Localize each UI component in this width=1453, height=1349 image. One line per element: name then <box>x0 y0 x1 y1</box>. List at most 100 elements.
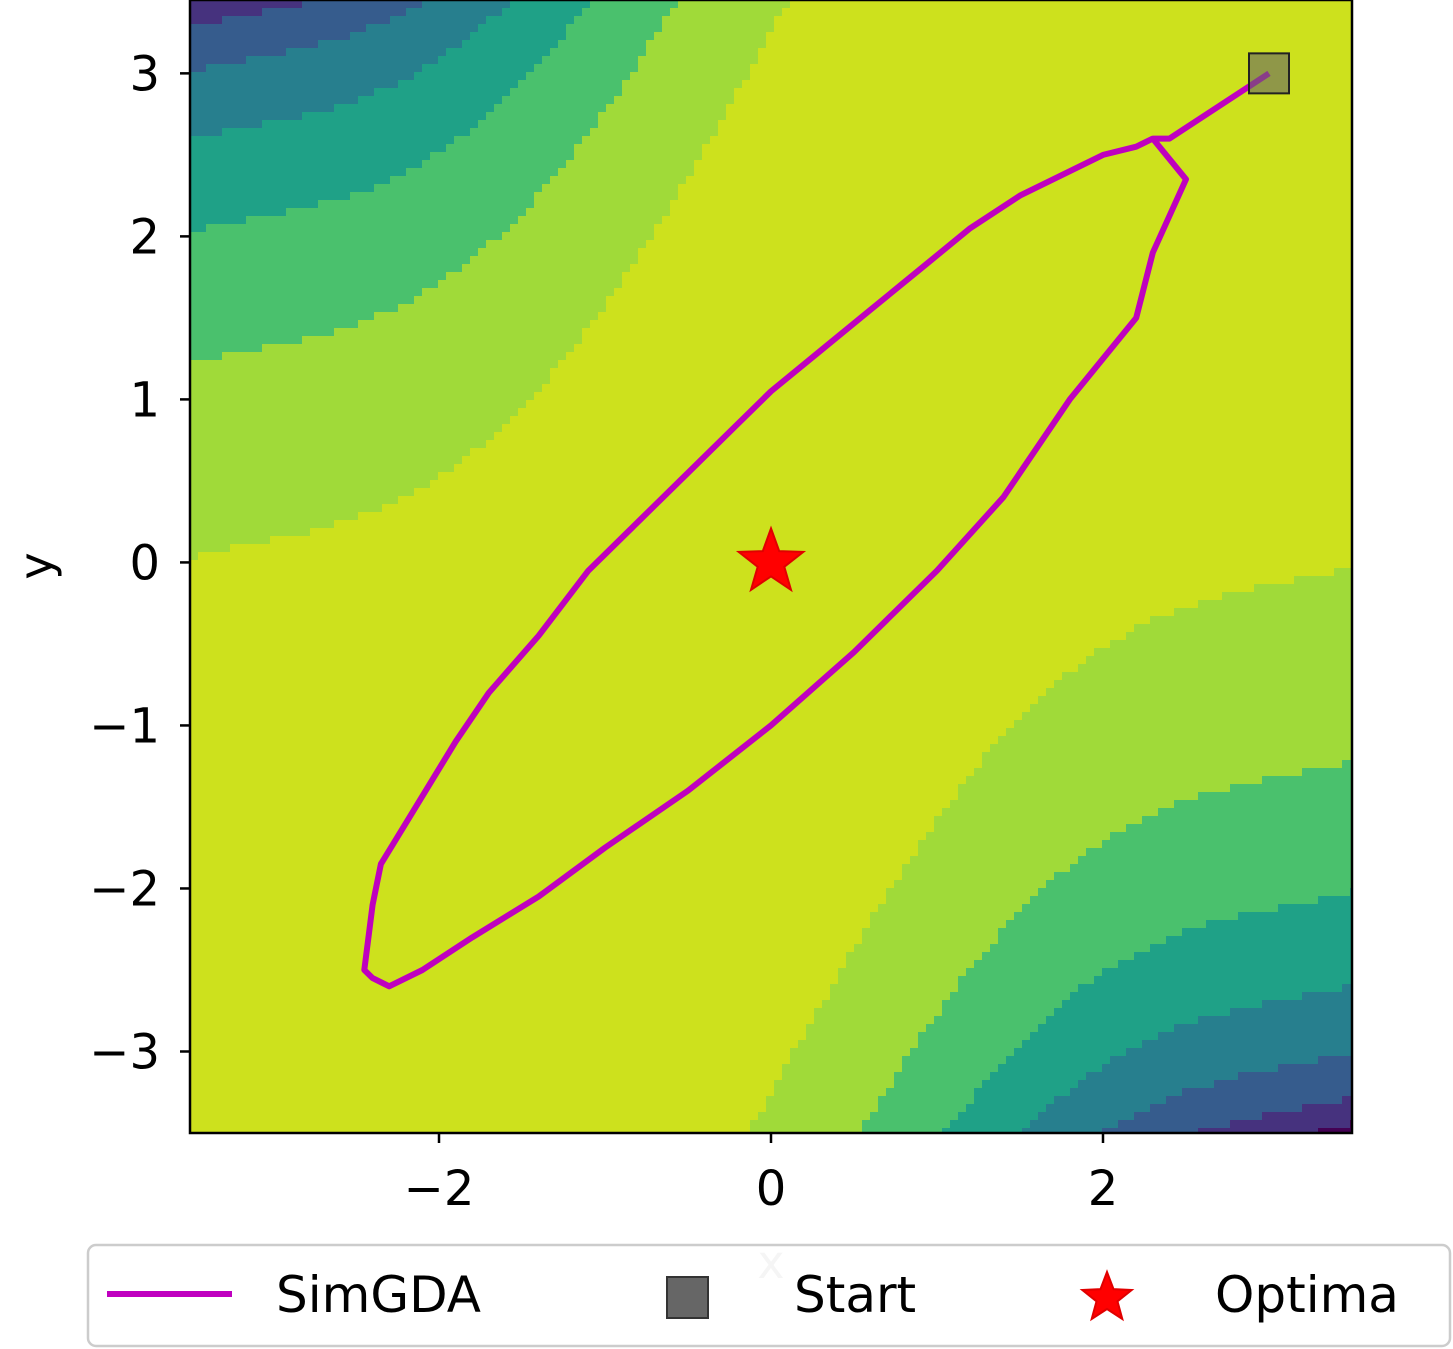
contour-cell <box>566 192 575 201</box>
contour-cell <box>206 136 215 145</box>
contour-cell <box>590 176 599 185</box>
contour-cell <box>310 264 319 273</box>
contour-cell <box>1190 168 1199 177</box>
contour-cell <box>478 208 487 217</box>
contour-cell <box>766 80 775 89</box>
contour-cell <box>566 144 575 153</box>
contour-cell <box>422 128 431 137</box>
contour-cell <box>1254 248 1263 257</box>
contour-cell <box>246 32 255 41</box>
contour-cell <box>758 72 767 81</box>
contour-cell <box>950 112 959 121</box>
contour-cell <box>1086 184 1095 193</box>
contour-cell <box>838 200 847 209</box>
contour-cell <box>254 248 263 257</box>
contour-cell <box>950 48 959 57</box>
contour-cell <box>806 192 815 201</box>
contour-cell <box>1102 192 1111 201</box>
contour-cell <box>606 64 615 73</box>
contour-cell <box>950 40 959 49</box>
contour-cell <box>1302 232 1311 241</box>
contour-cell <box>254 176 263 185</box>
contour-cell <box>862 120 871 129</box>
contour-cell <box>198 112 207 121</box>
contour-cell <box>270 144 279 153</box>
contour-cell <box>1342 256 1351 265</box>
contour-cell <box>1014 200 1023 209</box>
contour-cell <box>1062 216 1071 225</box>
contour-cell <box>510 0 519 9</box>
contour-cell <box>294 192 303 201</box>
contour-cell <box>1334 152 1343 161</box>
contour-cell <box>710 208 719 217</box>
contour-cell <box>270 136 279 145</box>
contour-cell <box>878 264 887 273</box>
contour-cell <box>486 112 495 121</box>
contour-cell <box>662 112 671 121</box>
contour-cell <box>566 264 575 273</box>
contour-cell <box>462 160 471 169</box>
contour-cell <box>1286 80 1295 89</box>
contour-cell <box>726 224 735 233</box>
contour-cell <box>438 264 447 273</box>
contour-cell <box>406 240 415 249</box>
contour-cell <box>398 152 407 161</box>
contour-cell <box>1342 264 1351 273</box>
contour-cell <box>1238 232 1247 241</box>
contour-cell <box>926 232 935 241</box>
contour-cell <box>558 80 567 89</box>
contour-cell <box>798 192 807 201</box>
contour-cell <box>878 120 887 129</box>
contour-cell <box>702 168 711 177</box>
contour-cell <box>358 248 367 257</box>
contour-cell <box>254 192 263 201</box>
contour-cell <box>1102 200 1111 209</box>
contour-cell <box>846 200 855 209</box>
contour-cell <box>422 48 431 57</box>
contour-cell <box>878 168 887 177</box>
contour-cell <box>886 168 895 177</box>
contour-cell <box>1310 48 1319 57</box>
contour-cell <box>534 8 543 17</box>
contour-cell <box>1190 240 1199 249</box>
contour-cell <box>878 248 887 257</box>
contour-cell <box>238 264 247 273</box>
contour-cell <box>1230 112 1239 121</box>
contour-cell <box>566 200 575 209</box>
contour-cell <box>822 16 831 25</box>
contour-cell <box>238 96 247 105</box>
contour-cell <box>326 120 335 129</box>
contour-cell <box>494 128 503 137</box>
contour-cell <box>478 176 487 185</box>
contour-cell <box>566 120 575 129</box>
contour-cell <box>998 144 1007 153</box>
contour-cell <box>478 72 487 81</box>
contour-cell <box>390 200 399 209</box>
contour-cell <box>206 56 215 65</box>
contour-cell <box>694 136 703 145</box>
contour-cell <box>654 232 663 241</box>
contour-cell <box>870 88 879 97</box>
contour-cell <box>430 176 439 185</box>
contour-cell <box>614 184 623 193</box>
contour-cell <box>558 168 567 177</box>
contour-cell <box>198 152 207 161</box>
contour-cell <box>358 216 367 225</box>
contour-cell <box>694 0 703 9</box>
contour-cell <box>950 0 959 9</box>
contour-cell <box>830 224 839 233</box>
contour-cell <box>982 232 991 241</box>
contour-cell <box>214 176 223 185</box>
contour-cell <box>718 232 727 241</box>
contour-cell <box>1158 56 1167 65</box>
contour-cell <box>838 256 847 265</box>
contour-cell <box>670 208 679 217</box>
contour-cell <box>998 176 1007 185</box>
contour-cell <box>350 184 359 193</box>
contour-cell <box>366 112 375 121</box>
contour-cell <box>910 224 919 233</box>
contour-cell <box>886 184 895 193</box>
contour-cell <box>1326 80 1335 89</box>
contour-cell <box>1278 232 1287 241</box>
contour-cell <box>1206 0 1215 9</box>
